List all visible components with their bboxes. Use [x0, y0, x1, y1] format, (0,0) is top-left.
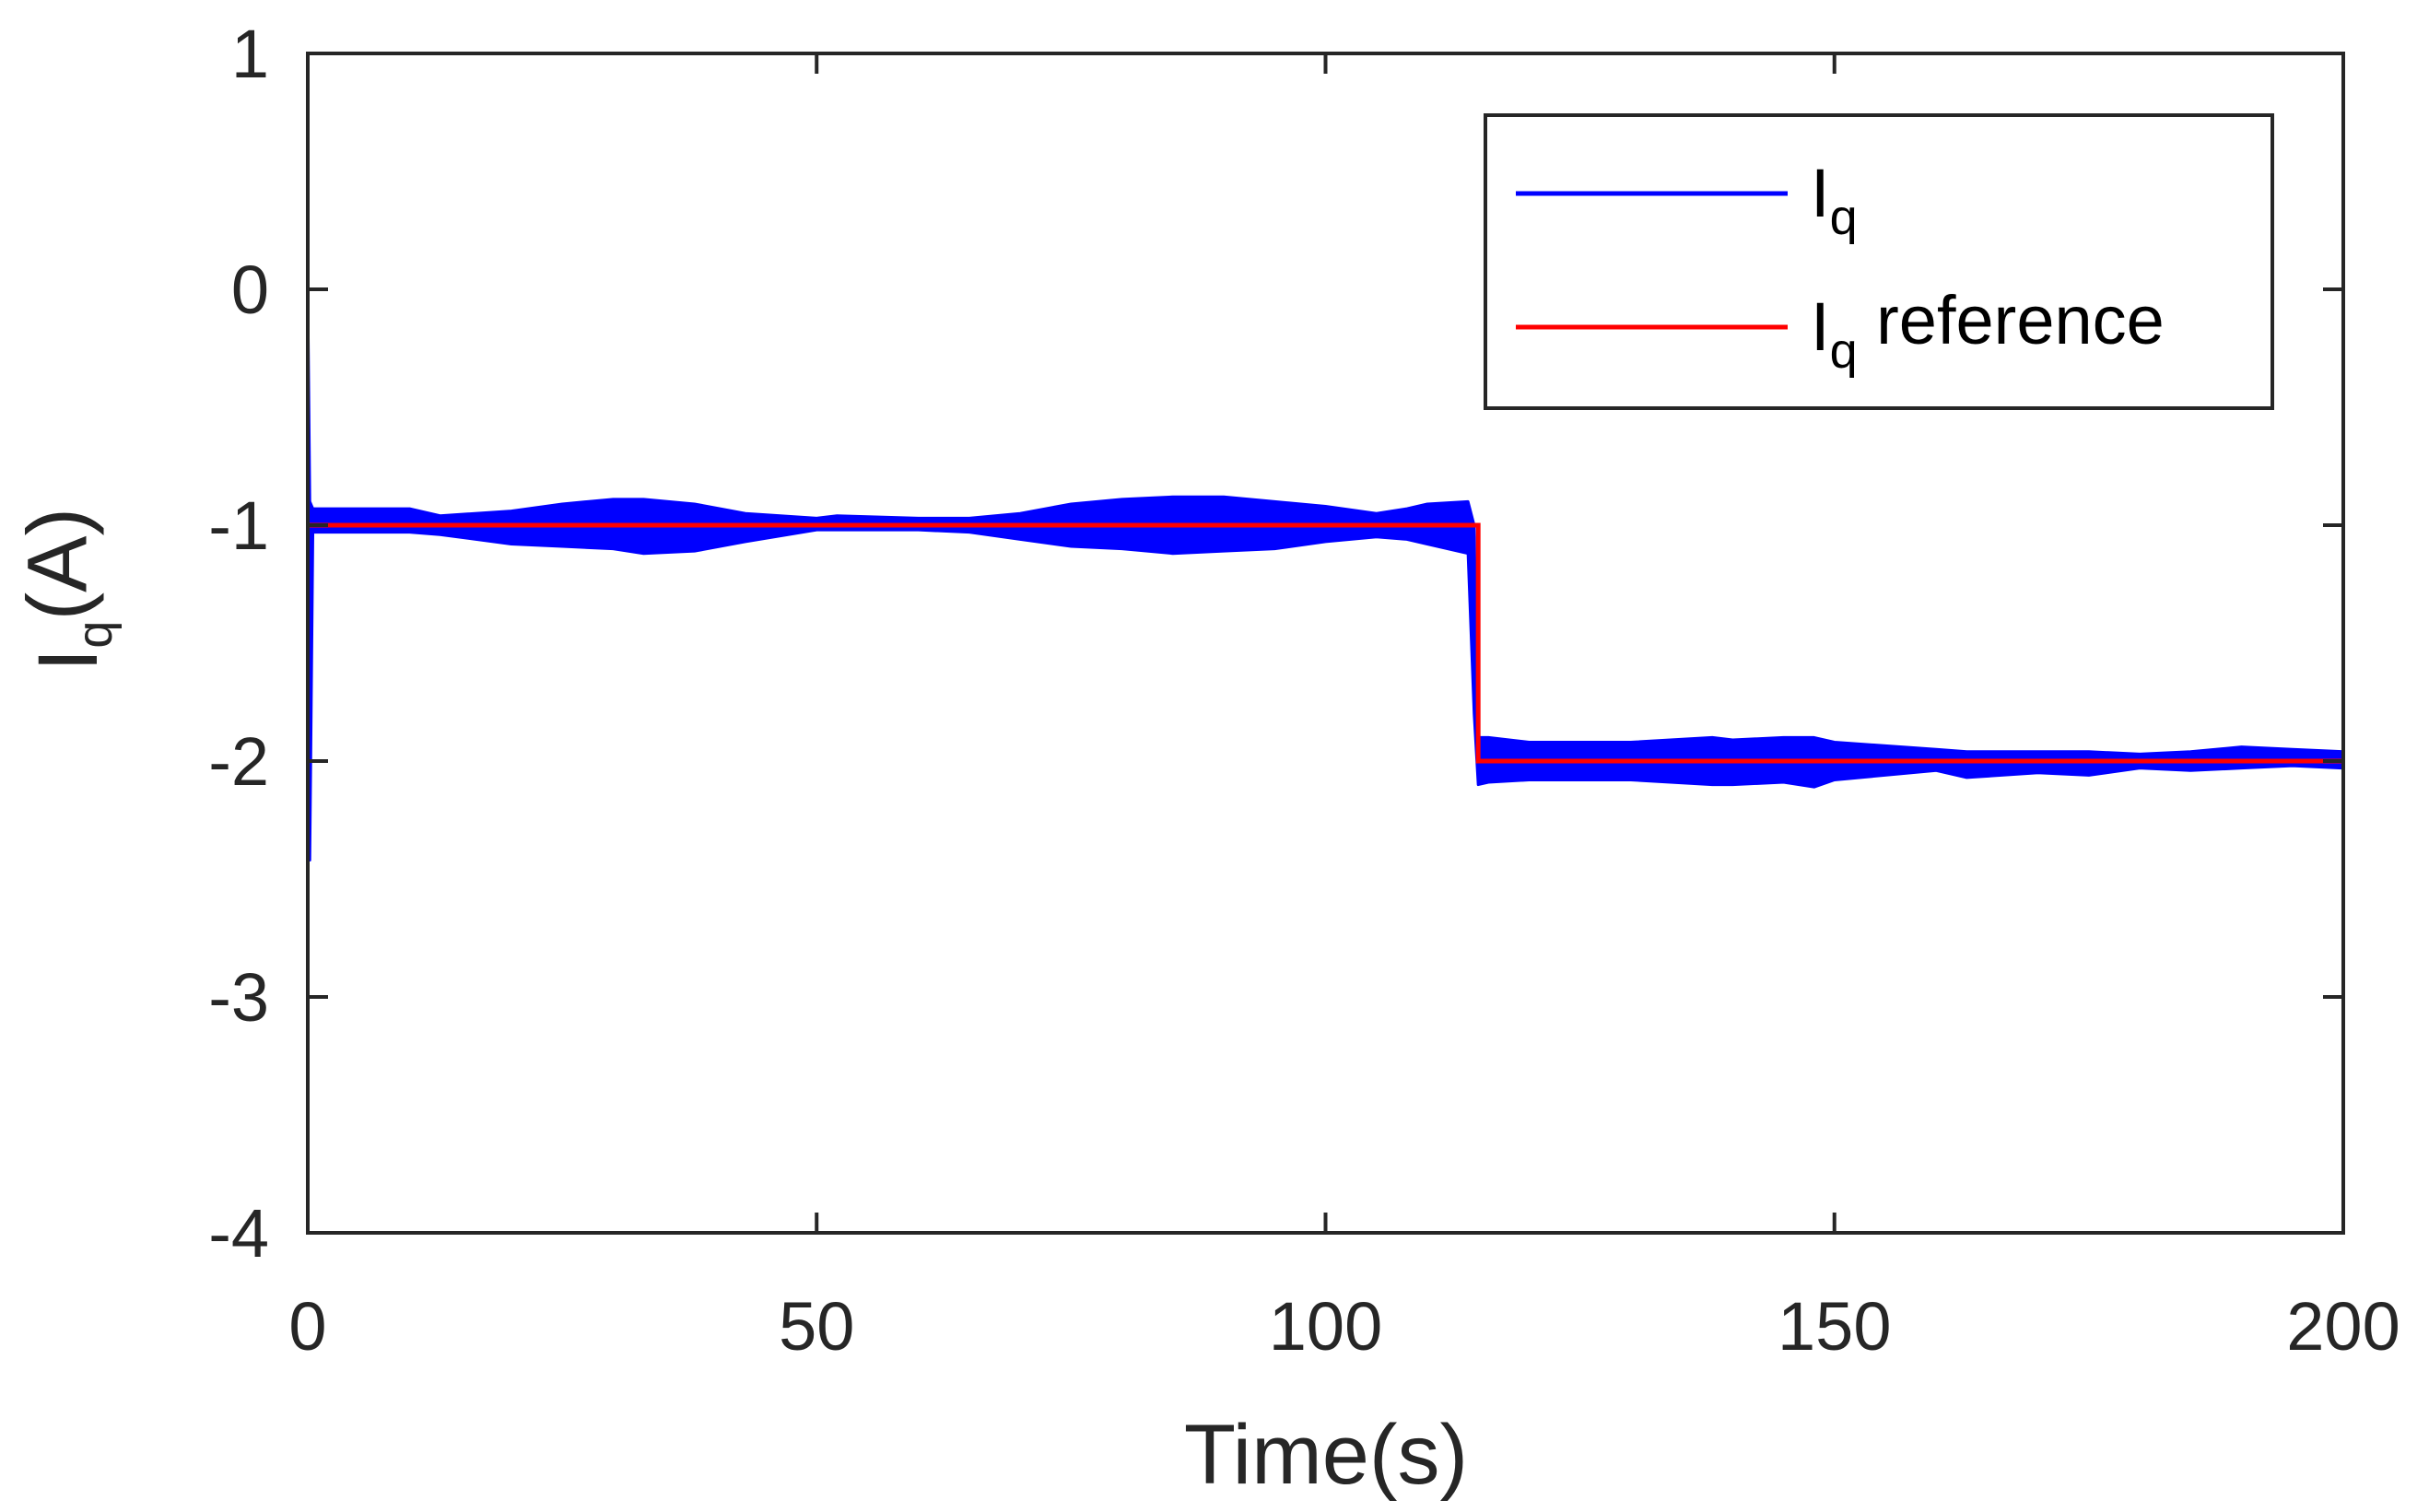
x-tick-label: 200	[2286, 1288, 2400, 1365]
legend-label-sub: q	[1830, 323, 1858, 379]
x-axis-label: Time(s)	[1184, 1408, 1468, 1502]
y-tick-label: 1	[231, 16, 269, 92]
y-tick-label: -4	[208, 1195, 269, 1272]
legend-label-main: I	[1811, 155, 1830, 231]
x-tick-label: 50	[779, 1288, 854, 1365]
axes: 0 50 100 150 200 1 0 -1 -2 -3 -4	[208, 16, 2400, 1365]
legend-label-0: Iq	[1811, 155, 1858, 245]
x-tick-label: 100	[1269, 1288, 1382, 1365]
x-tick-label: 150	[1778, 1288, 1891, 1365]
series-iq-reference-line	[308, 522, 2343, 764]
y-tick-label: -2	[208, 723, 269, 800]
y-tick-label: -1	[208, 487, 269, 564]
legend-label-1: Iq reference	[1811, 282, 2165, 379]
legend-box	[1484, 113, 2274, 410]
legend-label-main: I	[1811, 288, 1830, 365]
y-axis-label-rest: (A)	[11, 508, 105, 621]
y-tick-label: 0	[231, 252, 269, 328]
legend-label-sub: q	[1830, 190, 1858, 245]
y-axis-label-main: I	[21, 649, 115, 673]
y-axis-label-sub: q	[67, 621, 123, 649]
y-tick-label: -3	[208, 959, 269, 1036]
y-axis-label: Iq(A)	[11, 508, 123, 672]
legend-label-rest: reference	[1858, 282, 2165, 358]
x-tick-label: 0	[288, 1288, 326, 1365]
